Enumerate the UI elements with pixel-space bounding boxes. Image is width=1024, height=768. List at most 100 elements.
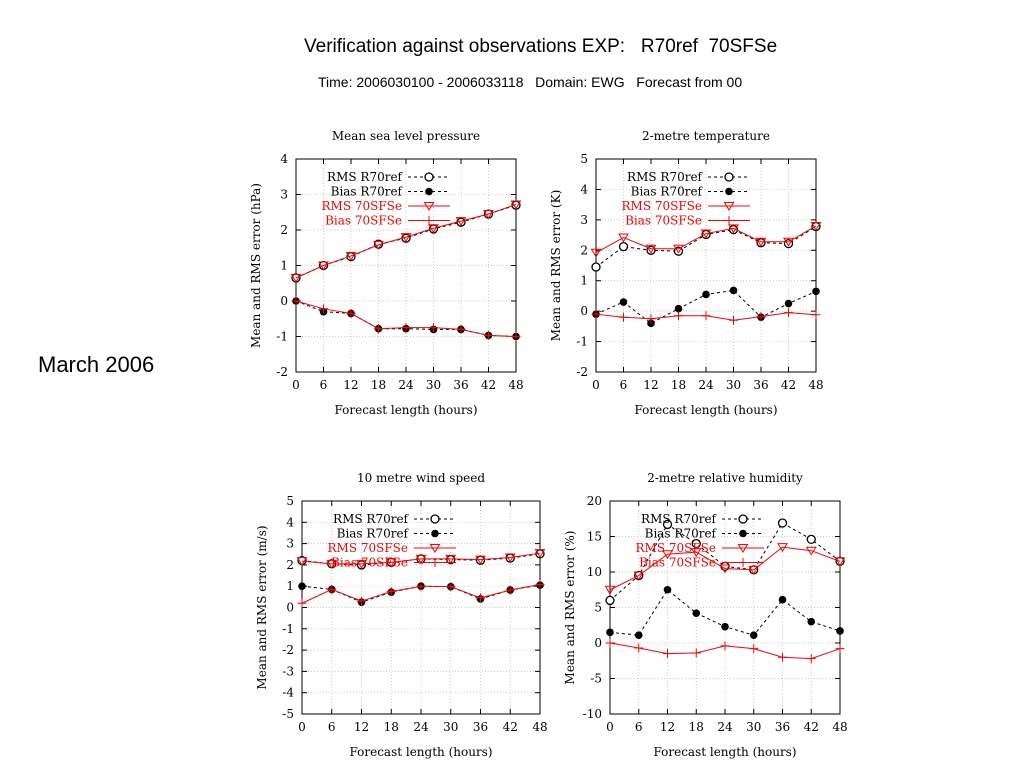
legend-label: RMS R70ref xyxy=(333,512,410,526)
y-tick-label: -3 xyxy=(282,664,294,678)
data-point xyxy=(805,546,817,556)
data-point xyxy=(591,262,601,272)
y-axis-label: Mean and RMS error (hPa) xyxy=(249,183,263,348)
data-point xyxy=(326,559,338,569)
data-point xyxy=(721,622,729,631)
data-point xyxy=(812,287,820,296)
legend-marker xyxy=(429,544,441,553)
data-point xyxy=(356,559,367,569)
legend-marker xyxy=(430,558,440,567)
data-point xyxy=(719,564,731,574)
data-point xyxy=(645,244,657,254)
data-point xyxy=(357,596,366,606)
data-point xyxy=(327,584,337,594)
data-point xyxy=(748,565,760,575)
x-tick-label: 36 xyxy=(775,720,790,734)
x-tick-label: 6 xyxy=(320,378,328,392)
data-point xyxy=(777,543,788,553)
x-tick-label: 24 xyxy=(413,720,429,734)
chart-title: 2-metre relative humidity xyxy=(647,471,803,485)
data-point xyxy=(346,308,356,318)
legend-label: RMS R70ref xyxy=(641,512,718,526)
data-point xyxy=(663,649,672,659)
data-point xyxy=(755,237,767,247)
x-tick-label: 48 xyxy=(832,720,847,734)
chart-panel-4: 0 6 12 18 24 30 36 42 48 -10 -5 0 5 10 15 20 2-metre rel… xyxy=(563,471,848,759)
y-tick-label: 1 xyxy=(280,259,288,273)
data-point xyxy=(618,241,629,252)
y-tick-label: 20 xyxy=(587,494,602,508)
legend-label: RMS 70SFSe xyxy=(322,199,403,213)
data-point xyxy=(634,631,643,639)
x-tick-label: 24 xyxy=(398,378,414,392)
y-tick-label: 1 xyxy=(286,579,294,593)
y-tick-label: 5 xyxy=(286,494,294,508)
y-axis-label: Mean and RMS error (m/s) xyxy=(255,525,269,689)
legend-marker xyxy=(724,216,734,225)
legend-label: RMS R70ref xyxy=(627,170,704,184)
data-point xyxy=(356,560,367,570)
y-tick-label: -4 xyxy=(282,686,294,700)
x-tick-label: 48 xyxy=(508,378,523,392)
x-tick-label: 6 xyxy=(635,720,643,734)
data-point xyxy=(604,585,616,595)
y-tick-label: -5 xyxy=(282,707,294,721)
chart-title: Mean sea level pressure xyxy=(332,129,480,143)
data-point xyxy=(606,628,614,637)
y-tick-label: -2 xyxy=(282,643,294,657)
data-point xyxy=(456,324,466,334)
legend-label: Bias R70ref xyxy=(337,527,410,541)
data-point xyxy=(692,609,701,617)
legend-marker xyxy=(430,514,440,524)
data-point xyxy=(749,631,758,639)
x-tick-label: 18 xyxy=(689,720,704,734)
x-tick-label: 42 xyxy=(781,378,796,392)
data-point xyxy=(373,240,384,250)
y-tick-label: -1 xyxy=(276,330,288,344)
legend-marker xyxy=(424,216,434,225)
data-point xyxy=(810,221,822,231)
y-tick-label: 0 xyxy=(580,304,588,318)
data-point xyxy=(400,233,412,243)
y-tick-label: 4 xyxy=(580,182,588,196)
data-point xyxy=(290,273,302,283)
data-point xyxy=(702,290,710,299)
x-tick-label: 18 xyxy=(371,378,386,392)
x-tick-label: 6 xyxy=(620,378,628,392)
data-point xyxy=(475,555,486,565)
y-axis-label: Mean and RMS error (%) xyxy=(563,531,577,685)
x-axis-label: Forecast length (hours) xyxy=(349,745,492,759)
x-tick-label: 12 xyxy=(660,720,675,734)
y-tick-label: 3 xyxy=(580,213,588,227)
data-point xyxy=(784,299,793,308)
y-tick-label: -1 xyxy=(282,622,294,636)
data-point xyxy=(291,296,301,306)
x-tick-label: 42 xyxy=(804,720,819,734)
data-point xyxy=(345,251,357,261)
legend-label: Bias R70ref xyxy=(631,185,704,199)
y-tick-label: 1 xyxy=(580,274,588,288)
legend-marker xyxy=(424,172,434,182)
data-point xyxy=(455,217,467,227)
series-line xyxy=(301,552,541,565)
data-point xyxy=(483,210,494,219)
y-tick-label: -10 xyxy=(583,707,602,721)
data-point xyxy=(401,323,411,333)
x-tick-label: 42 xyxy=(481,378,496,392)
series-line xyxy=(609,546,841,591)
legend-label: Bias 70SFSe xyxy=(625,214,702,228)
data-point xyxy=(535,579,545,589)
x-tick-label: 36 xyxy=(453,378,468,392)
x-tick-label: 6 xyxy=(328,720,336,734)
y-tick-label: 0 xyxy=(594,636,602,650)
data-point xyxy=(691,648,701,658)
data-point xyxy=(673,244,684,254)
data-point xyxy=(618,233,629,243)
x-tick-label: 42 xyxy=(503,720,518,734)
data-point xyxy=(510,200,522,210)
data-point xyxy=(416,581,426,591)
legend-marker xyxy=(737,544,749,553)
x-tick-label: 48 xyxy=(808,378,823,392)
